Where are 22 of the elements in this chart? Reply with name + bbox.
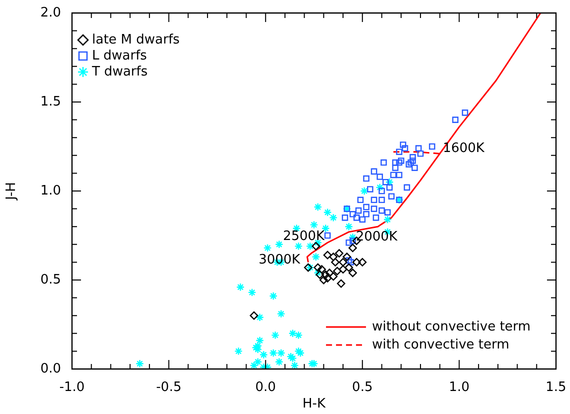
legend-label: T dwarfs [91, 64, 148, 80]
y-tick-label: 0.5 [40, 272, 61, 288]
x-tick-label: 0.0 [255, 380, 276, 396]
y-tick-label: 0.0 [40, 361, 61, 376]
x-tick-label: -0.5 [156, 380, 182, 396]
y-axis-title: J-H [4, 182, 20, 201]
legend-label: L dwarfs [92, 48, 148, 64]
annotation: 2000K [356, 229, 398, 244]
annotation: 1600K [442, 140, 485, 156]
legend-label: with convective term [372, 337, 510, 352]
x-axis-title: H-K [302, 396, 326, 412]
x-tick-label: 1.5 [546, 380, 566, 396]
y-tick-label: 1.5 [40, 94, 61, 110]
x-tick-label: 0.5 [352, 380, 373, 396]
legend-label: late M dwarfs [92, 32, 180, 48]
legend-label: without convective term [372, 319, 531, 334]
y-tick-label: 1.0 [40, 183, 61, 198]
annotation: 3000K [258, 252, 301, 268]
x-tick-label: -1.0 [59, 380, 85, 396]
x-tick-label: 1.0 [448, 380, 470, 396]
annotation: 2500K [282, 228, 326, 244]
y-tick-label: 2.0 [40, 5, 61, 20]
